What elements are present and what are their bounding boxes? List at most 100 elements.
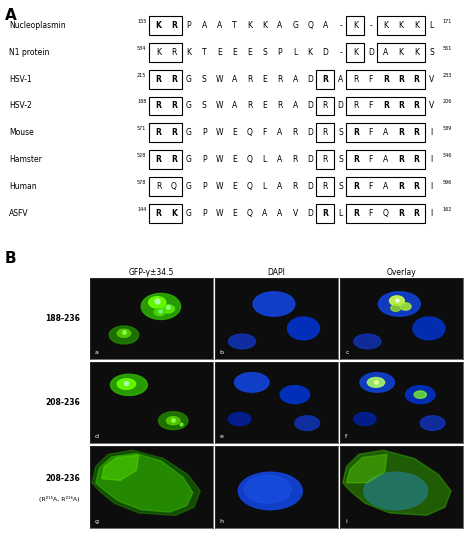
Text: P: P <box>202 128 207 137</box>
Ellipse shape <box>378 292 420 316</box>
Text: G: G <box>186 128 192 137</box>
Ellipse shape <box>400 303 411 310</box>
Text: R: R <box>277 101 283 111</box>
Text: D: D <box>307 209 313 218</box>
Text: A: A <box>323 21 328 30</box>
Text: R: R <box>155 128 162 137</box>
Text: F: F <box>369 155 373 164</box>
Text: G: G <box>292 21 298 30</box>
Text: R: R <box>398 182 404 191</box>
Text: R: R <box>413 209 419 218</box>
Text: R: R <box>353 182 359 191</box>
Text: h: h <box>220 519 224 524</box>
Text: K: K <box>353 21 358 30</box>
Polygon shape <box>346 454 387 483</box>
Text: R: R <box>322 75 328 84</box>
Bar <box>316 177 334 196</box>
Text: (R²¹⁵A, R²¹⁶A): (R²¹⁵A, R²¹⁶A) <box>39 496 80 502</box>
Text: A: A <box>5 8 17 23</box>
Text: A: A <box>383 155 389 164</box>
Text: S: S <box>202 101 207 111</box>
Text: Human: Human <box>9 182 37 191</box>
Bar <box>316 97 334 115</box>
Polygon shape <box>102 455 139 481</box>
Title: Overlay: Overlay <box>387 268 417 277</box>
Text: 589: 589 <box>442 126 452 131</box>
Text: D: D <box>337 101 344 111</box>
Text: S: S <box>202 75 207 84</box>
Text: E: E <box>263 75 267 84</box>
Text: R: R <box>247 75 252 84</box>
Text: R: R <box>398 155 404 164</box>
Text: R: R <box>383 75 389 84</box>
Text: A: A <box>277 21 283 30</box>
Text: R: R <box>413 75 419 84</box>
Text: 171: 171 <box>442 19 452 24</box>
Text: T: T <box>232 21 237 30</box>
Ellipse shape <box>158 412 188 430</box>
Ellipse shape <box>391 305 401 311</box>
Text: P: P <box>202 209 207 218</box>
Ellipse shape <box>162 305 174 313</box>
Text: S: S <box>338 128 343 137</box>
Text: R: R <box>413 128 419 137</box>
Text: K: K <box>414 21 419 30</box>
Text: D: D <box>307 101 313 111</box>
Text: K: K <box>155 21 162 30</box>
Bar <box>149 70 182 89</box>
Text: L: L <box>429 21 434 30</box>
Text: R: R <box>353 75 358 84</box>
Ellipse shape <box>406 386 435 404</box>
Text: L: L <box>293 48 297 57</box>
Bar <box>149 97 182 115</box>
Text: 215: 215 <box>137 72 146 78</box>
Text: W: W <box>216 182 223 191</box>
Text: L: L <box>263 182 267 191</box>
Text: R: R <box>322 209 328 218</box>
Text: D: D <box>307 128 313 137</box>
Text: A: A <box>217 21 222 30</box>
Text: S: S <box>338 155 343 164</box>
Text: ASFV: ASFV <box>9 209 29 218</box>
Ellipse shape <box>141 293 181 320</box>
Text: HSV-1: HSV-1 <box>9 75 32 84</box>
Text: K: K <box>414 48 419 57</box>
Text: I: I <box>430 182 433 191</box>
Text: F: F <box>369 209 373 218</box>
Text: K: K <box>308 48 313 57</box>
Ellipse shape <box>148 296 166 308</box>
Text: 551: 551 <box>442 46 452 51</box>
Bar <box>346 204 425 223</box>
Text: E: E <box>232 182 237 191</box>
Ellipse shape <box>253 292 295 316</box>
Text: 528: 528 <box>137 153 146 158</box>
Text: R: R <box>353 128 359 137</box>
Text: 162: 162 <box>442 207 452 212</box>
Ellipse shape <box>367 378 384 387</box>
Bar <box>149 124 182 142</box>
Ellipse shape <box>420 416 445 431</box>
Text: P: P <box>278 48 282 57</box>
Text: A: A <box>383 48 389 57</box>
Text: P: P <box>202 182 207 191</box>
Polygon shape <box>92 450 200 516</box>
Ellipse shape <box>238 472 302 510</box>
Text: A: A <box>201 21 207 30</box>
Text: Q: Q <box>246 209 253 218</box>
Title: DAPI: DAPI <box>267 268 285 277</box>
Ellipse shape <box>117 379 136 389</box>
Bar <box>149 204 182 223</box>
Bar <box>346 16 364 35</box>
Text: R: R <box>292 128 298 137</box>
Text: T: T <box>202 48 207 57</box>
Bar <box>346 177 425 196</box>
Text: A: A <box>383 128 389 137</box>
Text: A: A <box>262 209 267 218</box>
Text: c: c <box>345 350 349 355</box>
Text: R: R <box>155 101 162 111</box>
Text: W: W <box>216 75 223 84</box>
Text: R: R <box>171 75 177 84</box>
Text: E: E <box>263 101 267 111</box>
Text: A: A <box>277 155 283 164</box>
Text: i: i <box>345 519 347 524</box>
